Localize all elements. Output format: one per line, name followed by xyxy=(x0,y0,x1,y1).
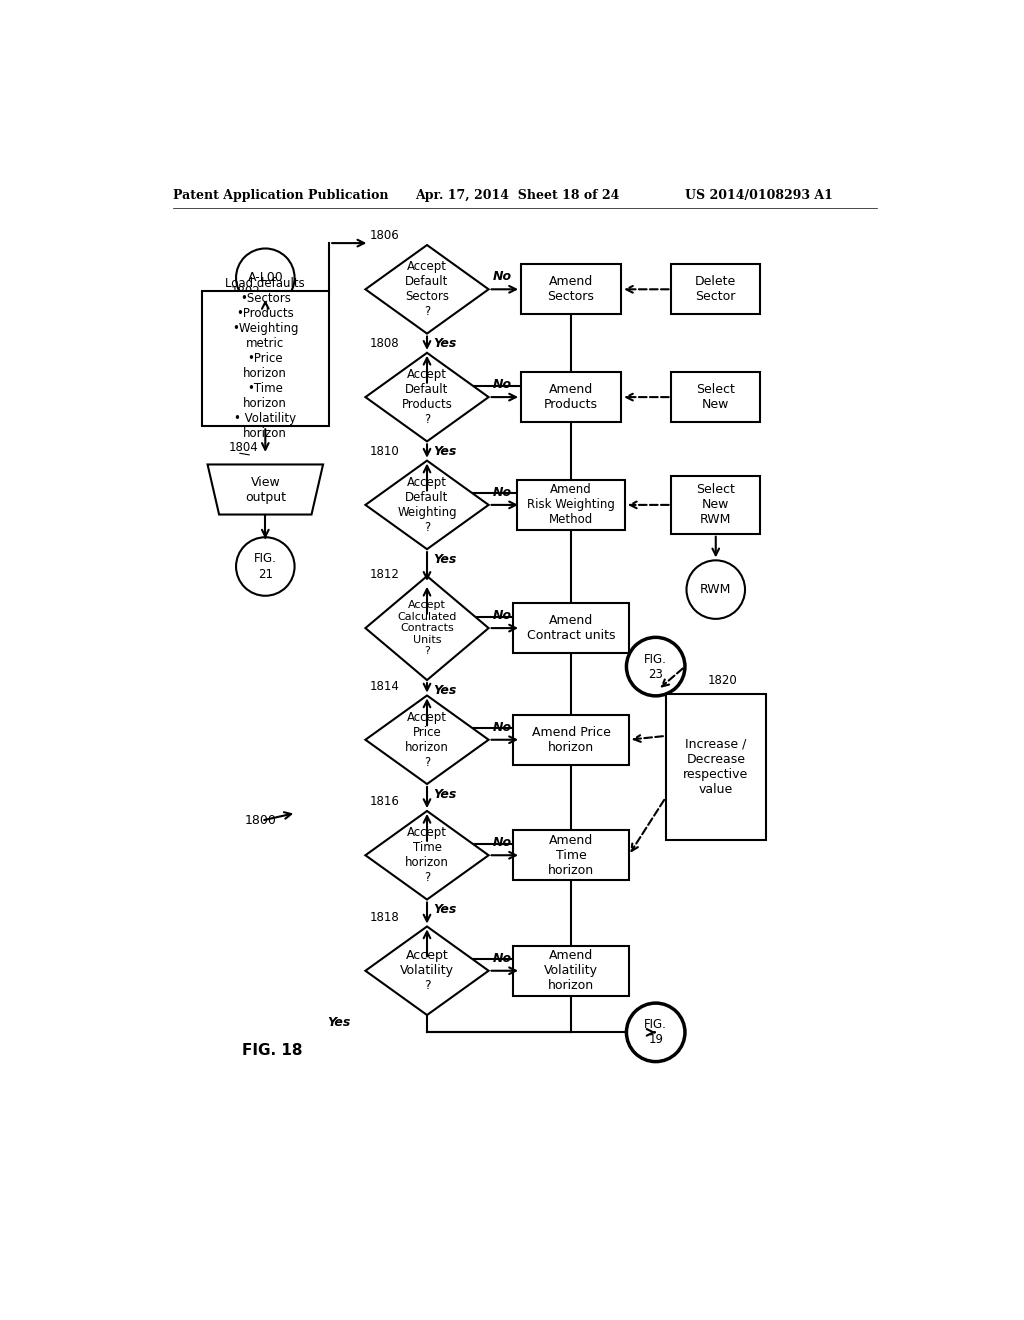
Text: Yes: Yes xyxy=(433,684,457,697)
Bar xyxy=(513,945,629,995)
Text: A-L00: A-L00 xyxy=(248,271,284,284)
Text: Accept
Calculated
Contracts
Units
?: Accept Calculated Contracts Units ? xyxy=(397,599,457,656)
Text: Increase /
Decrease
respective
value: Increase / Decrease respective value xyxy=(683,738,749,796)
Text: Yes: Yes xyxy=(433,788,457,801)
Text: 1802: 1802 xyxy=(230,285,260,298)
Text: Select
New: Select New xyxy=(696,383,735,411)
Bar xyxy=(513,603,629,653)
Polygon shape xyxy=(366,810,488,899)
Bar xyxy=(672,372,760,422)
Text: FIG.
19: FIG. 19 xyxy=(644,1018,668,1047)
Text: Amend
Sectors: Amend Sectors xyxy=(548,276,595,304)
Bar xyxy=(513,830,629,880)
Text: Accept
Default
Weighting
?: Accept Default Weighting ? xyxy=(397,477,457,533)
Text: Yes: Yes xyxy=(433,903,457,916)
Polygon shape xyxy=(366,352,488,441)
Text: No: No xyxy=(493,378,512,391)
Bar xyxy=(517,480,625,529)
Text: 1820: 1820 xyxy=(708,675,738,688)
Text: No: No xyxy=(493,836,512,849)
Text: Amend Price
horizon: Amend Price horizon xyxy=(531,726,610,754)
Text: No: No xyxy=(493,721,512,734)
Text: 1818: 1818 xyxy=(370,911,399,924)
Text: 1810: 1810 xyxy=(370,445,399,458)
Text: Delete
Sector: Delete Sector xyxy=(695,276,736,304)
Text: Yes: Yes xyxy=(327,1016,350,1028)
Text: Accept
Default
Sectors
?: Accept Default Sectors ? xyxy=(406,260,449,318)
Text: Accept
Price
horizon
?: Accept Price horizon ? xyxy=(406,710,449,768)
Polygon shape xyxy=(208,465,323,515)
Text: Yes: Yes xyxy=(433,553,457,566)
Polygon shape xyxy=(366,927,488,1015)
Text: Load defaults
•Sectors
•Products
•Weighting
metric
•Price
horizon
•Time
horizon
: Load defaults •Sectors •Products •Weight… xyxy=(225,277,305,440)
Text: FIG.
23: FIG. 23 xyxy=(644,652,668,681)
Polygon shape xyxy=(366,576,488,680)
Text: Accept
Volatility
?: Accept Volatility ? xyxy=(400,949,454,993)
Text: Amend
Contract units: Amend Contract units xyxy=(526,614,615,642)
Text: Yes: Yes xyxy=(433,445,457,458)
Text: 1808: 1808 xyxy=(370,337,399,350)
Text: Amend
Products: Amend Products xyxy=(544,383,598,411)
Text: FIG.
21: FIG. 21 xyxy=(254,553,276,581)
Text: FIG. 18: FIG. 18 xyxy=(243,1043,303,1059)
Text: Apr. 17, 2014  Sheet 18 of 24: Apr. 17, 2014 Sheet 18 of 24 xyxy=(416,189,620,202)
Bar xyxy=(521,264,621,314)
Text: No: No xyxy=(493,486,512,499)
Circle shape xyxy=(627,638,685,696)
Polygon shape xyxy=(366,696,488,784)
Text: 1806: 1806 xyxy=(370,230,399,243)
Circle shape xyxy=(686,561,745,619)
Text: No: No xyxy=(493,952,512,965)
Text: 1804: 1804 xyxy=(229,441,259,454)
Text: No: No xyxy=(493,271,512,282)
Text: No: No xyxy=(493,609,512,622)
Text: Amend
Risk Weighting
Method: Amend Risk Weighting Method xyxy=(527,483,615,527)
Bar xyxy=(202,292,329,426)
Text: 1816: 1816 xyxy=(370,795,399,808)
Text: 1814: 1814 xyxy=(370,680,399,693)
Polygon shape xyxy=(366,461,488,549)
Text: 1812: 1812 xyxy=(370,568,399,581)
Bar xyxy=(672,264,760,314)
Bar xyxy=(672,477,760,533)
Text: Patent Application Publication: Patent Application Publication xyxy=(173,189,388,202)
Text: Yes: Yes xyxy=(433,338,457,350)
Text: View
output: View output xyxy=(245,475,286,503)
Polygon shape xyxy=(366,246,488,334)
Bar xyxy=(513,714,629,764)
Text: Accept
Time
horizon
?: Accept Time horizon ? xyxy=(406,826,449,884)
Circle shape xyxy=(237,248,295,308)
Text: Amend
Time
horizon: Amend Time horizon xyxy=(548,834,594,876)
Text: Amend
Volatility
horizon: Amend Volatility horizon xyxy=(544,949,598,993)
Bar xyxy=(666,693,766,840)
Bar xyxy=(521,372,621,422)
Text: 1800: 1800 xyxy=(245,814,276,828)
Text: RWM: RWM xyxy=(700,583,731,597)
Circle shape xyxy=(237,537,295,595)
Text: US 2014/0108293 A1: US 2014/0108293 A1 xyxy=(685,189,833,202)
Text: Select
New
RWM: Select New RWM xyxy=(696,483,735,527)
Circle shape xyxy=(627,1003,685,1061)
Text: Accept
Default
Products
?: Accept Default Products ? xyxy=(401,368,453,426)
